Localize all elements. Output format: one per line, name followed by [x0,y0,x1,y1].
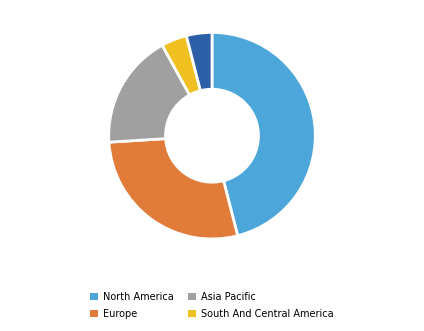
Wedge shape [186,32,212,91]
Wedge shape [109,45,190,142]
Wedge shape [212,32,315,236]
Wedge shape [162,36,201,95]
Wedge shape [109,139,238,239]
Legend: North America, Europe, Asia Pacific, South And Central America: North America, Europe, Asia Pacific, Sou… [86,288,338,323]
